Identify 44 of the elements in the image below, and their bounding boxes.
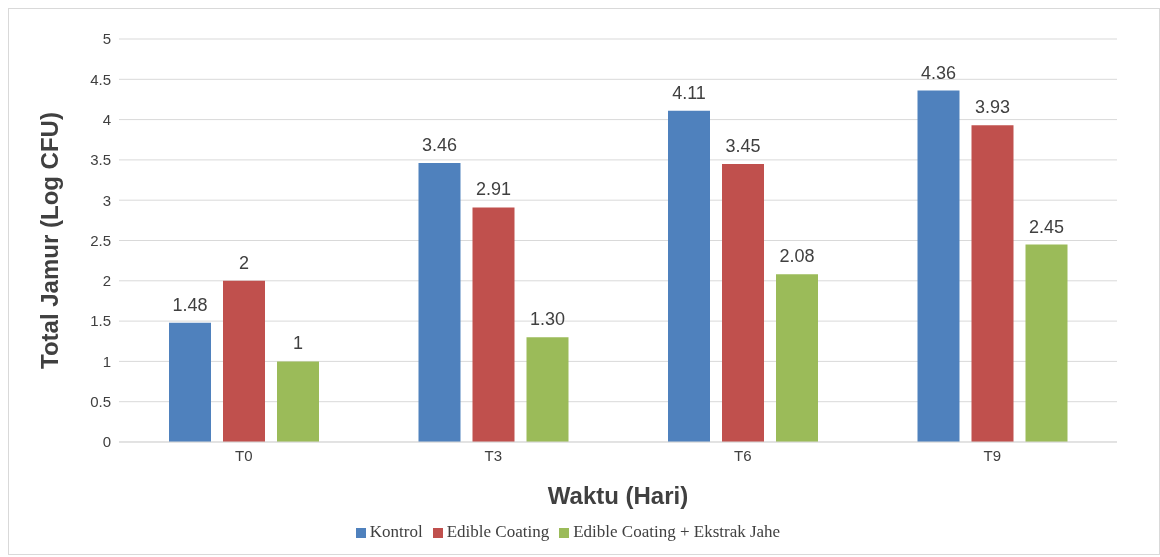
legend-label: Edible Coating bbox=[446, 522, 550, 541]
bar bbox=[472, 207, 515, 442]
legend-label: Edible Coating + Ekstrak Jahe bbox=[573, 522, 781, 541]
data-label: 1.30 bbox=[529, 309, 566, 330]
y-tick-label: 3 bbox=[102, 191, 111, 209]
bar bbox=[223, 280, 265, 442]
y-tick-label: 4 bbox=[102, 110, 111, 128]
bar bbox=[526, 337, 569, 442]
x-tick-label: T0 bbox=[234, 446, 253, 464]
y-tick-label: 0 bbox=[102, 433, 111, 451]
bar bbox=[169, 322, 211, 442]
x-tick-label: T3 bbox=[484, 446, 503, 464]
data-label: 2.91 bbox=[475, 179, 512, 200]
data-label: 2.08 bbox=[779, 246, 815, 267]
x-axis-title: Waktu (Hari) bbox=[547, 482, 689, 509]
bar bbox=[1025, 244, 1068, 442]
data-label: 1 bbox=[292, 333, 304, 354]
y-tick-label: 0.5 bbox=[90, 393, 111, 411]
data-label: 2 bbox=[238, 252, 250, 273]
y-tick-label: 4.5 bbox=[90, 70, 111, 88]
x-tick-label: T6 bbox=[733, 446, 752, 464]
bar bbox=[668, 110, 710, 442]
bar bbox=[776, 274, 818, 442]
x-tick-label: T9 bbox=[983, 446, 1002, 464]
data-label: 4.11 bbox=[672, 82, 706, 103]
data-label: 1.48 bbox=[172, 294, 208, 315]
bar bbox=[277, 361, 319, 442]
y-tick-label: 1 bbox=[102, 352, 111, 370]
bar bbox=[722, 163, 764, 442]
data-label: 2.45 bbox=[1028, 216, 1065, 237]
y-tick-label: 2 bbox=[102, 272, 111, 290]
data-label: 3.45 bbox=[725, 135, 761, 156]
y-tick-label: 5 bbox=[102, 30, 111, 48]
data-label: 3.46 bbox=[421, 135, 458, 156]
data-label: 3.93 bbox=[974, 97, 1011, 118]
y-tick-label: 3.5 bbox=[90, 151, 111, 169]
y-axis-title: Total Jamur (Log CFU) bbox=[35, 112, 63, 369]
y-tick-label: 2.5 bbox=[90, 231, 111, 249]
bar bbox=[418, 163, 461, 442]
bar bbox=[917, 90, 960, 442]
data-label: 4.36 bbox=[920, 62, 957, 83]
legend-label: Kontrol bbox=[369, 522, 423, 541]
y-tick-label: 1.5 bbox=[90, 312, 111, 330]
bar bbox=[971, 125, 1014, 442]
